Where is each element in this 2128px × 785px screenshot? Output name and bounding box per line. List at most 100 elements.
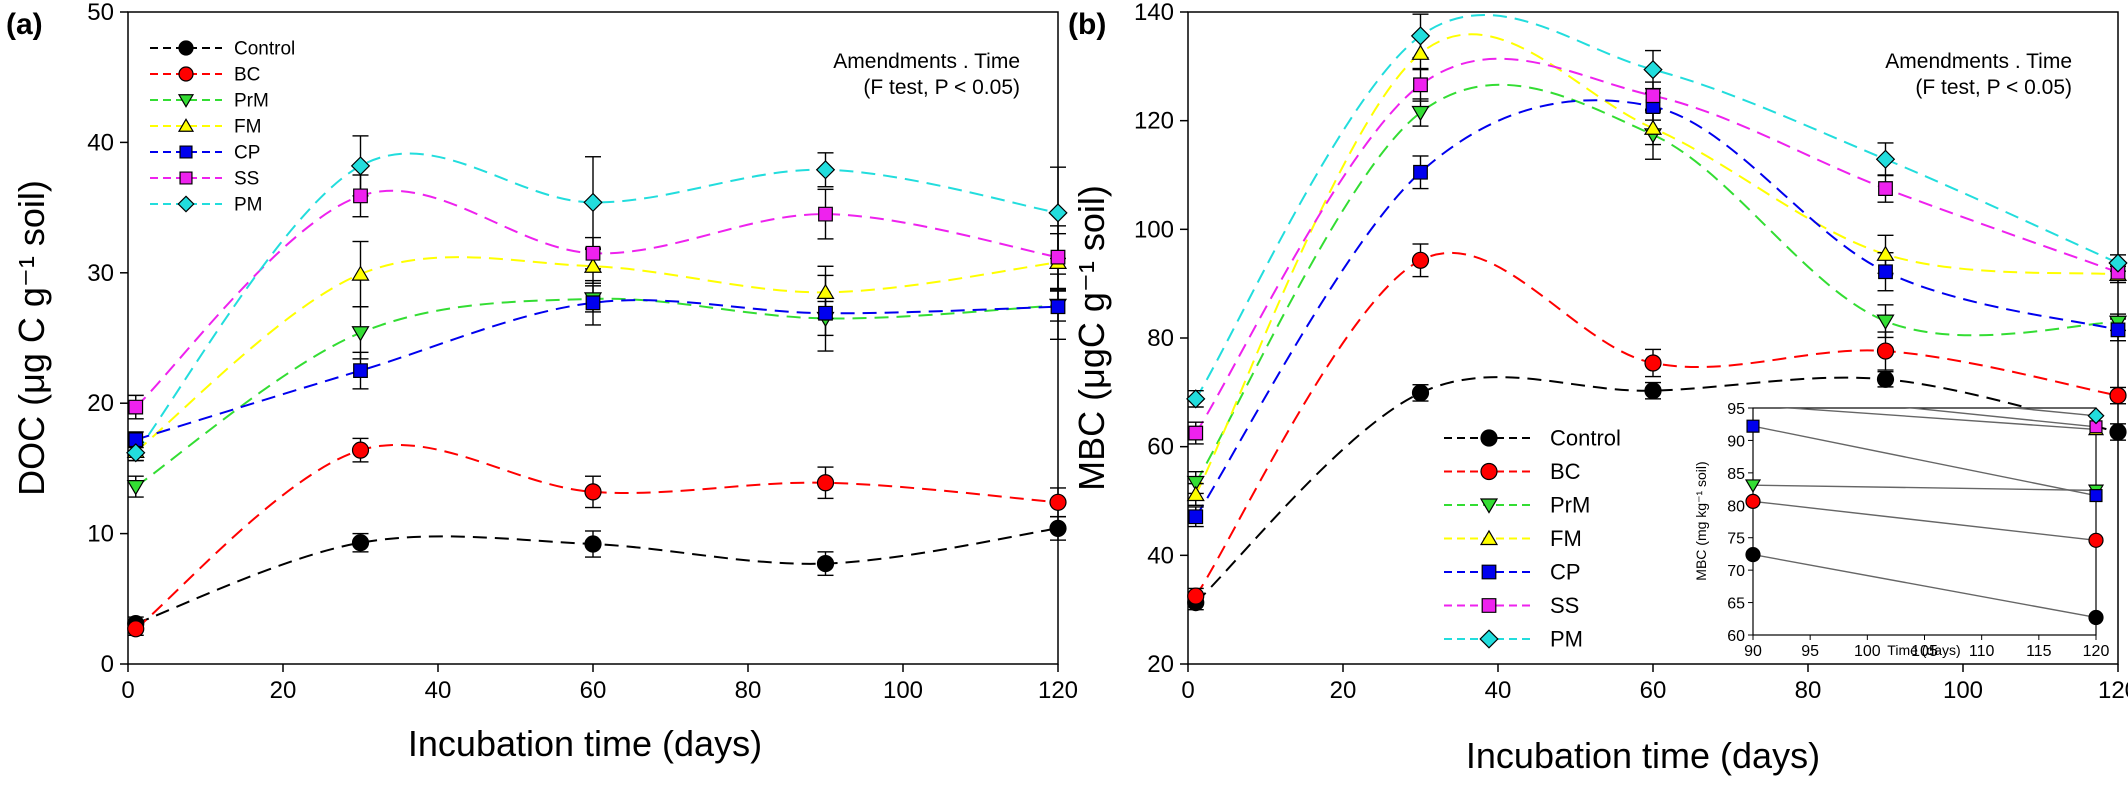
legend-marker-bc	[1480, 462, 1498, 481]
legend-marker-fm	[177, 118, 195, 132]
legend-label-ss: SS	[234, 169, 259, 190]
data-point-pm	[815, 160, 836, 180]
panel-a-plot: 0 20 40 60 80 100 120 0 10 20 30 40 50	[87, 0, 1078, 704]
legend-marker-control	[178, 40, 194, 56]
data-point-pm	[1048, 203, 1068, 223]
x-tick-label: 100	[1943, 677, 1983, 704]
inset-point-cp	[1746, 419, 1760, 433]
series-lines	[1194, 14, 2118, 604]
y-tick-label: 140	[1134, 0, 1174, 26]
inset-y-tick-label: 60	[1727, 628, 1745, 645]
data-point-control	[816, 554, 835, 573]
legend-marker-cp	[179, 145, 193, 159]
inset-y-tick-label: 65	[1727, 596, 1745, 613]
panel-b-legend: Control BC PrM FM CP SS PM	[1444, 426, 1621, 652]
x-tick-label: 40	[425, 677, 452, 704]
data-point-control	[1411, 384, 1430, 402]
legend-label-fm: FM	[234, 117, 261, 138]
data-point-pm	[1410, 26, 1431, 46]
x-tick-label: 80	[735, 677, 762, 704]
inset-line-cp	[1753, 425, 2096, 497]
legend-label-cp: CP	[234, 143, 260, 164]
data-point-prm	[1186, 475, 1205, 492]
series-line-ss	[135, 189, 1058, 408]
data-point-cp	[128, 432, 144, 448]
data-point-control	[1049, 519, 1067, 537]
series-line-pm	[134, 152, 1058, 454]
legend-label-prm: PrM	[234, 91, 269, 112]
legend-marker-control	[1480, 429, 1498, 447]
x-tick-label: 0	[1181, 677, 1194, 704]
legend-label-ss: SS	[1550, 593, 1579, 618]
inset-line-ss	[1904, 408, 2096, 428]
panel-b-plot: 0 20 40 60 80 100 120 20 40 60 80 100 120 140	[1134, 0, 2128, 704]
x-tick-label: 80	[1795, 677, 1822, 704]
legend-marker-ss	[1481, 598, 1497, 613]
y-tick-label: 50	[87, 0, 114, 26]
inset-y-tick-label: 75	[1727, 531, 1745, 548]
y-tick-label: 120	[1134, 108, 1174, 135]
x-tick-label: 120	[1038, 677, 1078, 704]
y-tick-label: 60	[1147, 434, 1174, 461]
legend-marker-bc	[178, 66, 194, 82]
inset-point-bc	[2088, 532, 2104, 548]
x-tick-label: 60	[1640, 677, 1667, 704]
series-line-fm	[1194, 33, 2118, 495]
x-tick-label: 0	[121, 677, 134, 704]
inset-y-tick-label: 90	[1727, 433, 1745, 450]
series-line-cp	[1194, 99, 2118, 518]
inset-line-prm	[1753, 484, 2096, 492]
panel-a-x-axis-title: Incubation time (days)	[408, 723, 762, 764]
inset-y-tick-label: 85	[1727, 466, 1745, 483]
legend-marker-prm	[1479, 498, 1499, 514]
data-point-cp	[1878, 264, 1893, 280]
inset-point-bc	[1745, 493, 1761, 509]
panel-b-x-axis-title: Incubation time (days)	[1466, 735, 1820, 776]
y-tick-label: 30	[87, 260, 114, 287]
inset-line-bc	[1753, 500, 2096, 542]
panel-a-annotation-line1: Amendments . Time	[833, 50, 1020, 73]
inset-line-control	[1753, 553, 2096, 619]
legend-label-fm: FM	[1550, 526, 1582, 551]
inset-point-control	[2088, 609, 2104, 626]
x-tick-label: 60	[580, 677, 607, 704]
data-point-fm	[816, 283, 835, 299]
data-point-ss	[818, 206, 833, 222]
panel-a-annotation-line2: (F test, P < 0.05)	[863, 76, 1020, 99]
y-tick-label: 40	[87, 129, 114, 156]
inset-y-axis-title: MBC (mg kg⁻¹ soil)	[1693, 461, 1709, 580]
data-point-control	[1876, 370, 1895, 388]
legend-marker-ss	[179, 171, 193, 185]
data-point-control	[2109, 423, 2127, 441]
x-tick-label: 20	[270, 677, 297, 704]
inset-x-tick-label: 95	[1801, 643, 1819, 660]
inset-x-tick-label: 105	[1911, 643, 1938, 660]
data-point-bc	[127, 620, 145, 638]
series-line-ss	[1194, 57, 2118, 434]
inset-point-cp	[2089, 489, 2103, 503]
panel-b-y-axis-title: MBC (μgC g⁻¹ soil)	[1071, 185, 1112, 491]
data-point-cp	[1413, 164, 1428, 180]
inset-x-tick-label: 90	[1744, 643, 1762, 660]
legend-label-control: Control	[234, 39, 295, 60]
data-point-prm	[126, 480, 145, 496]
inset-y-tick-label: 80	[1727, 498, 1745, 515]
data-point-cp	[818, 305, 833, 321]
y-tick-label: 80	[1147, 325, 1174, 352]
inset-line-fm	[1780, 408, 2096, 431]
data-point-bc	[1876, 342, 1895, 360]
data-point-control	[351, 534, 370, 552]
x-tick-label: 20	[1330, 677, 1357, 704]
data-point-bc	[1411, 251, 1430, 269]
data-point-cp	[1188, 509, 1204, 525]
data-point-ss	[1645, 88, 1661, 104]
legend-label-pm: PM	[1550, 627, 1583, 652]
panel-b-label: (b)	[1068, 8, 1106, 41]
data-point-pm	[350, 156, 371, 176]
data-point-fm	[583, 257, 603, 273]
x-tick-label: 40	[1485, 677, 1512, 704]
legend-label-prm: PrM	[1550, 493, 1590, 518]
data-point-cp	[585, 295, 601, 311]
